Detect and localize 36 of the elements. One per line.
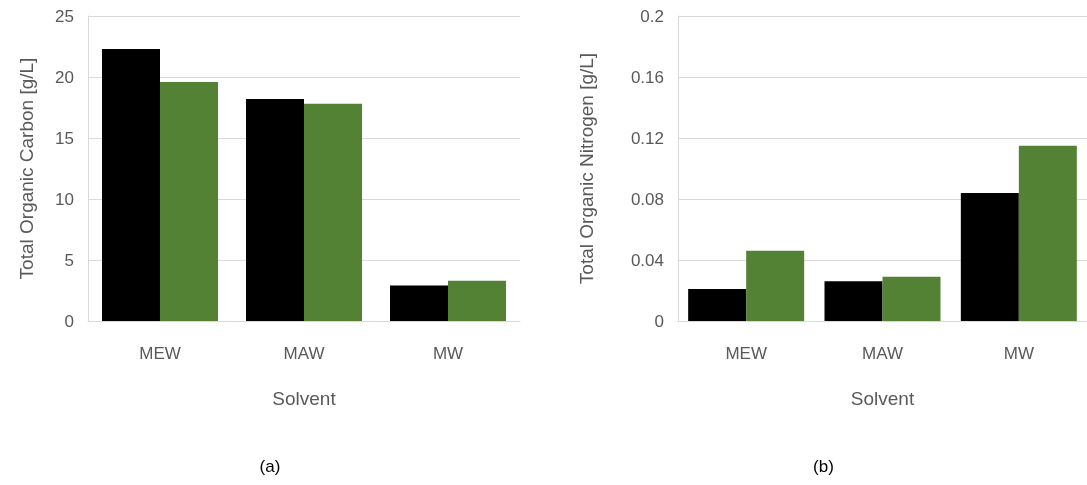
bar (246, 98, 304, 321)
bar (160, 81, 218, 321)
x-tick-label: MAW (862, 344, 903, 363)
bar (1018, 145, 1077, 321)
x-axis-title: Solvent (272, 388, 337, 409)
bar (448, 280, 506, 321)
bar (960, 192, 1019, 321)
y-tick-label: 25 (55, 6, 74, 26)
bar (824, 281, 883, 321)
y-tick-label: 20 (55, 67, 74, 87)
x-tick-label: MAW (283, 344, 325, 363)
y-tick-label: 0.2 (640, 6, 664, 26)
bar (102, 48, 160, 321)
y-tick-label: 0.04 (630, 250, 664, 270)
bar (746, 250, 805, 321)
y-tick-label: 0 (64, 311, 74, 331)
x-tick-label: MEW (725, 344, 767, 363)
x-tick-label: MEW (139, 344, 181, 363)
text: (b) (813, 457, 834, 476)
x-tick-label: MW (432, 344, 464, 363)
text: (a) (259, 457, 281, 476)
y-tick-label: 15 (55, 128, 74, 148)
y-tick-label: 0.16 (630, 67, 664, 87)
y-axis-title: Total Organic Nitrogen [g/L] (576, 52, 597, 285)
bar (688, 288, 747, 321)
y-axis-title: Total Organic Carbon [g/L] (16, 57, 37, 280)
y-tick-label: 5 (64, 250, 74, 270)
y-tick-label: 0.08 (630, 189, 664, 209)
y-tick-label: 10 (55, 189, 74, 209)
bar (304, 103, 362, 321)
y-tick-label: 0 (654, 311, 664, 331)
bar (390, 285, 448, 321)
x-tick-label: MW (1003, 344, 1034, 363)
x-axis-title: Solvent (850, 388, 915, 409)
bar (882, 276, 941, 321)
y-tick-label: 0.12 (630, 128, 664, 148)
